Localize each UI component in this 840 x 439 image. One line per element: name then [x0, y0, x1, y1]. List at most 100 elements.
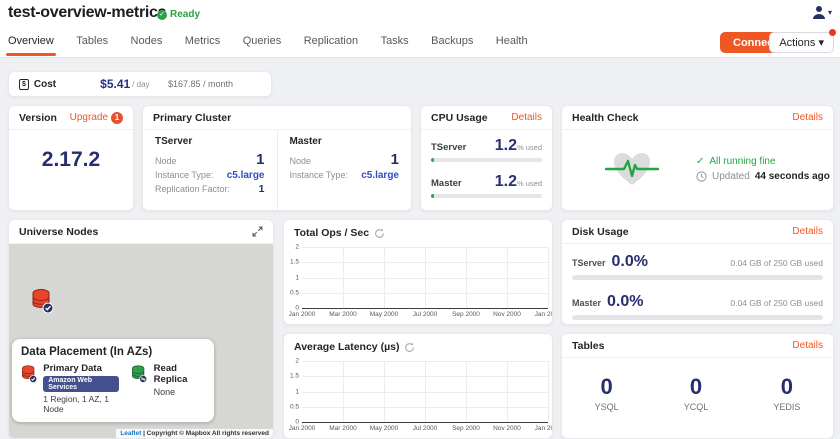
data-placement-overlay: Data Placement (In AZs) Primary Data Ama… [12, 339, 214, 422]
master-node-label: Node [290, 156, 312, 166]
disk-master-detail: 0.04 GB of 250 GB used [730, 298, 823, 308]
cpu-usage-title: CPU Usage [431, 112, 488, 124]
cpu-master-label: Master [431, 178, 462, 189]
tserver-node-label: Node [155, 156, 177, 166]
upgrade-count-badge: 1 [111, 112, 123, 124]
heart-pulse-icon [604, 149, 660, 189]
read-replica-item: Read Replica None [131, 363, 205, 414]
cpu-master-progressbar [431, 194, 542, 198]
cost-per-day: $5.41 [100, 77, 130, 91]
x-tick: Sep 2000 [452, 425, 480, 432]
tab-health[interactable]: Health [496, 28, 528, 54]
tab-replication[interactable]: Replication [304, 28, 358, 54]
total-ops-chart-title: Total Ops / Sec [294, 227, 369, 239]
health-status-text: All running fine [709, 156, 775, 167]
cpu-master-value: 1.2 [495, 173, 517, 190]
tab-queries[interactable]: Queries [243, 28, 282, 54]
yedis-count-label: YEDIS [773, 402, 800, 412]
disk-details-link[interactable]: Details [792, 226, 823, 237]
ycql-count-label: YCQL [684, 402, 709, 412]
master-instance-type-label: Instance Type: [290, 170, 348, 180]
health-updated-value: 44 seconds ago [755, 171, 830, 182]
caret-down-icon: ▾ [818, 37, 824, 49]
app-header: test-overview-metrics ✓ Ready ▾ [0, 0, 840, 28]
refresh-icon[interactable] [404, 342, 415, 353]
ycql-count-value: 0 [684, 374, 709, 400]
map-copyright-text: | Copyright © Mapbox All rights reserved [143, 430, 269, 437]
tab-metrics[interactable]: Metrics [185, 28, 220, 54]
data-placement-title: Data Placement (In AZs) [21, 346, 205, 358]
read-replica-value: None [154, 387, 205, 397]
tables-title: Tables [572, 340, 604, 352]
read-replica-label: Read Replica [154, 363, 205, 386]
universe-nodes-title: Universe Nodes [19, 226, 98, 238]
map-canvas[interactable]: Data Placement (In AZs) Primary Data Ama… [9, 244, 273, 438]
x-tick: Mar 2000 [329, 425, 356, 432]
total-ops-chart-card: Total Ops / Sec 2 1.5 1 0.5 0 Jan 2000 M… [283, 219, 553, 325]
x-tick: Nov 2000 [493, 425, 521, 432]
cost-per-month: $167.85 / month [168, 79, 233, 89]
x-tick: Sep 2000 [452, 311, 480, 318]
version-card: Version Upgrade 1 2.17.2 [8, 105, 134, 211]
disk-tserver-progressbar [572, 275, 823, 280]
provider-badge: Amazon Web Services [43, 376, 119, 392]
version-value: 2.17.2 [9, 148, 133, 172]
replication-factor-label: Replication Factor: [155, 184, 230, 194]
node-marker-database-icon[interactable] [31, 288, 55, 314]
disk-master-row: Master 0.0% 0.04 GB of 250 GB used [572, 293, 823, 320]
leaflet-link[interactable]: Leaflet [120, 430, 141, 437]
tab-nodes[interactable]: Nodes [131, 28, 163, 54]
universe-title: test-overview-metrics [8, 4, 166, 22]
disk-master-progressbar [572, 315, 823, 320]
x-tick: Jan 2000 [289, 425, 316, 432]
disk-tserver-value: 0.0% [612, 253, 648, 271]
actions-button-label: Actions [779, 37, 815, 49]
status-badge-label: Ready [170, 9, 200, 20]
actions-button[interactable]: Actions ▾ [769, 32, 834, 53]
read-replica-database-icon [131, 363, 148, 385]
y-tick: 1.5 [290, 373, 299, 380]
cost-per-day-suffix: / day [132, 80, 149, 89]
cpu-tserver-label: TServer [431, 142, 466, 153]
y-tick: 2 [295, 358, 299, 365]
y-tick: 1.5 [290, 259, 299, 266]
ycql-count: 0 YCQL [684, 374, 709, 412]
disk-tserver-row: TServer 0.0% 0.04 GB of 250 GB used [572, 253, 823, 280]
cpu-tserver-progressbar [431, 158, 542, 162]
tab-overview[interactable]: Overview [8, 28, 54, 54]
x-tick: Jan 2001 [535, 425, 553, 432]
ysql-count-label: YSQL [595, 402, 619, 412]
tab-tasks[interactable]: Tasks [381, 28, 409, 54]
tab-backups[interactable]: Backups [431, 28, 473, 54]
x-tick: May 2000 [370, 425, 399, 432]
x-tick: Nov 2000 [493, 311, 521, 318]
cpu-details-link[interactable]: Details [511, 112, 542, 123]
disk-master-label: Master [572, 298, 601, 308]
expand-icon[interactable] [252, 226, 263, 237]
primary-data-database-icon [21, 363, 38, 385]
total-ops-plot-area: 2 1.5 1 0.5 0 Jan 2000 Mar 2000 May 2000… [302, 247, 548, 309]
cost-card: $ Cost $5.41 / day $167.85 / month [8, 71, 272, 97]
user-menu[interactable]: ▾ [812, 5, 832, 19]
primary-data-summary: 1 Region, 1 AZ, 1 Node [43, 394, 119, 414]
tables-details-link[interactable]: Details [792, 340, 823, 351]
yedis-count-value: 0 [773, 374, 800, 400]
y-tick: 2 [295, 244, 299, 251]
yedis-count: 0 YEDIS [773, 374, 800, 412]
tab-tables[interactable]: Tables [76, 28, 108, 54]
map-attribution: Leaflet | Copyright © Mapbox All rights … [116, 429, 273, 438]
caret-down-icon: ▾ [828, 8, 832, 17]
x-tick: Jul 2000 [413, 311, 438, 318]
disk-master-value: 0.0% [607, 293, 643, 311]
disk-usage-card: Disk Usage Details TServer 0.0% 0.04 GB … [561, 219, 834, 325]
dollar-icon: $ [19, 79, 29, 90]
cpu-tserver-value: 1.2 [495, 137, 517, 154]
disk-usage-title: Disk Usage [572, 226, 629, 238]
master-node-count: 1 [391, 151, 399, 168]
tserver-column: TServer Node 1 Instance Type: c5.large R… [143, 130, 277, 210]
refresh-icon[interactable] [374, 228, 385, 239]
health-details-link[interactable]: Details [792, 112, 823, 123]
y-tick: 0.5 [290, 403, 299, 410]
upgrade-link[interactable]: Upgrade 1 [70, 112, 123, 124]
x-tick: Jul 2000 [413, 425, 438, 432]
